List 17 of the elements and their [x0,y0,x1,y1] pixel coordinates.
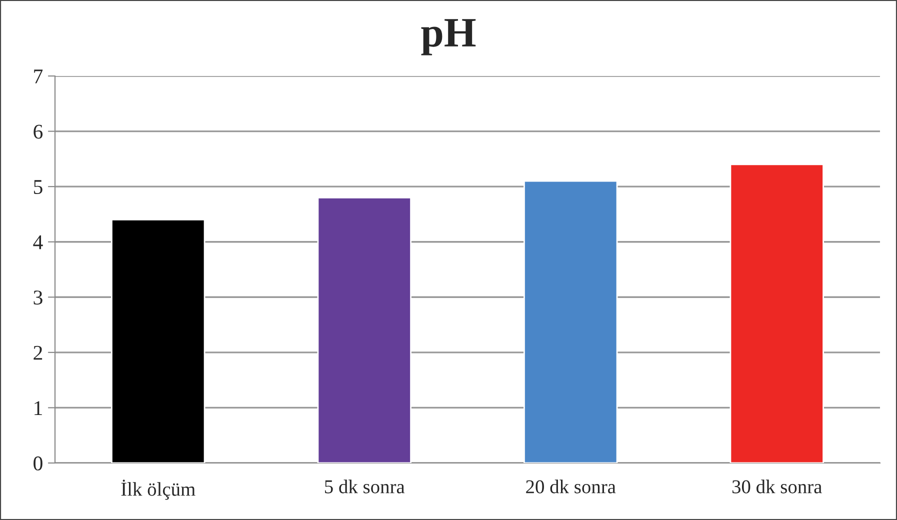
y-tick-label: 0 [34,456,42,470]
bar [317,196,412,463]
x-tick-label: 5 dk sonra [325,480,405,494]
bar [524,180,618,463]
x-tick-label: 20 dk sonra [526,480,616,494]
y-tick-label: 3 [34,290,42,305]
y-tick-label: 2 [34,346,42,360]
bar [111,219,206,463]
x-tick-label: 30 dk sonra [732,480,822,494]
y-tick-label: 6 [34,124,43,139]
y-tick-label: 4 [33,235,43,250]
y-tick-label: 7 [34,70,43,84]
chart-title: pH [421,19,476,56]
bar [730,164,824,463]
x-tick-label: İlk ölçüm [121,480,196,500]
y-tick-label: 1 [34,401,42,415]
y-tick-label: 5 [34,180,42,194]
